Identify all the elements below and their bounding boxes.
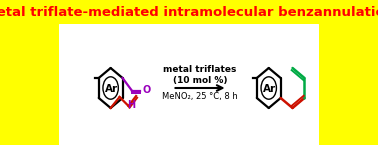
Text: Ar: Ar	[105, 84, 118, 94]
FancyBboxPatch shape	[58, 0, 320, 28]
Text: MeNO₂, 25 °C, 8 h: MeNO₂, 25 °C, 8 h	[162, 91, 238, 100]
Text: (10 mol %): (10 mol %)	[173, 77, 227, 86]
Text: O: O	[143, 85, 151, 95]
Text: H: H	[127, 100, 136, 110]
Text: metal triflates: metal triflates	[163, 66, 237, 75]
Text: Ar: Ar	[263, 84, 276, 94]
FancyBboxPatch shape	[58, 24, 320, 145]
Text: metal triflate-mediated intramolecular benzannulation: metal triflate-mediated intramolecular b…	[0, 7, 378, 19]
